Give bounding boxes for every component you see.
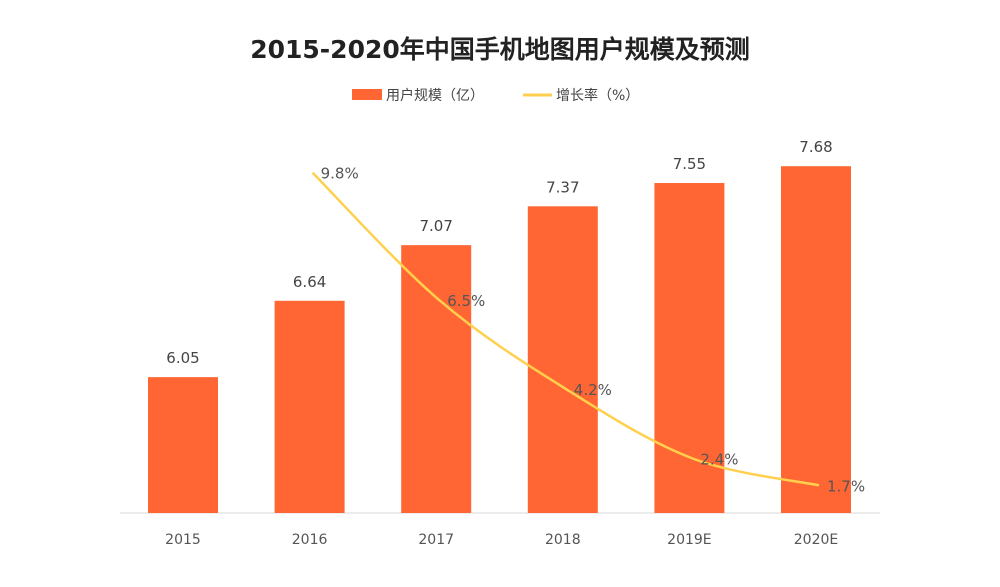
bar-label-2020E: 7.68 [799,138,832,156]
x-tick-2015: 2015 [165,532,201,548]
x-tick-2019E: 2019E [667,532,711,548]
x-tick-2020E: 2020E [794,532,838,548]
line-label-2020E: 1.7% [827,477,865,495]
legend-bar-label: 用户规模（亿） [386,87,484,104]
bar-label-2016: 6.64 [293,273,326,291]
bar-2015 [148,377,218,513]
chart-title: 2015-2020年中国手机地图用户规模及预测 [250,35,750,64]
x-tick-2016: 2016 [292,532,328,548]
line-label-2019E: 2.4% [700,450,738,468]
bar-2016 [274,300,345,513]
legend-line-label: 增长率（%） [556,87,639,104]
bar-2020E [781,166,851,513]
line-label-2016: 9.8% [321,165,359,183]
legend: 用户规模（亿） 增长率（%） [352,87,639,104]
line-label-2018: 4.2% [574,381,612,399]
x-tick-2017: 2017 [418,532,454,548]
bar-label-2017: 7.07 [419,217,452,235]
bar-2017 [401,245,472,513]
growth-rate-line [311,171,820,487]
x-tick-2018: 2018 [545,532,581,548]
bar-2018 [527,206,598,513]
line-label-2017: 6.5% [447,292,485,310]
legend-bar-swatch [352,89,382,100]
bar-label-2019E: 7.55 [673,155,706,173]
bar-label-2018: 7.37 [546,178,579,196]
bar-label-2015: 6.05 [166,349,199,367]
